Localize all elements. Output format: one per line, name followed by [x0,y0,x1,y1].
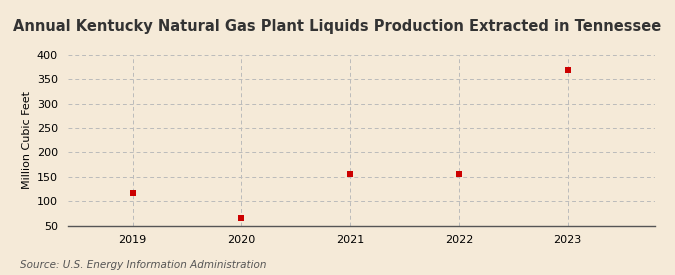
Text: Annual Kentucky Natural Gas Plant Liquids Production Extracted in Tennessee: Annual Kentucky Natural Gas Plant Liquid… [14,19,662,34]
Y-axis label: Million Cubic Feet: Million Cubic Feet [22,91,32,189]
Text: Source: U.S. Energy Information Administration: Source: U.S. Energy Information Administ… [20,260,267,270]
